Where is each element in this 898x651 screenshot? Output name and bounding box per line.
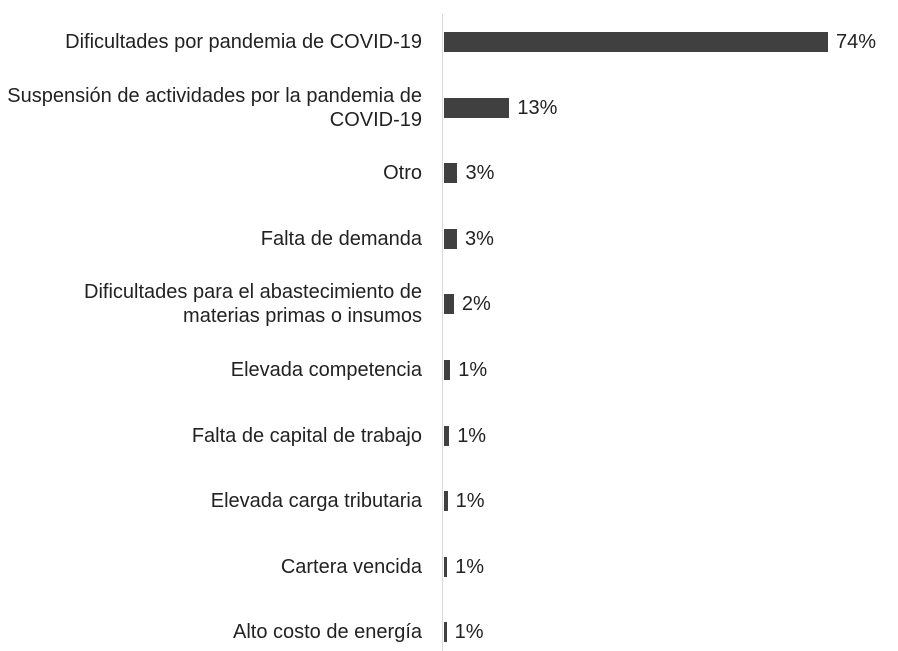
bar (444, 425, 450, 446)
bar (444, 360, 451, 380)
category-label: Suspensión de actividades por la pandemi… (7, 84, 422, 131)
bar (444, 294, 454, 315)
value-label: 1% (457, 424, 487, 447)
value-label: 13% (517, 96, 558, 119)
bar (444, 97, 510, 118)
value-label: 3% (465, 162, 495, 185)
value-label: 1% (455, 555, 485, 578)
value-label: 1% (454, 621, 484, 644)
category-label: Falta de capital de trabajo (191, 424, 422, 447)
bar (444, 32, 828, 52)
value-label: 2% (461, 293, 491, 316)
bar (444, 622, 447, 643)
axis-line (442, 14, 443, 651)
category-label: Elevada competencia (230, 359, 422, 381)
bar (444, 491, 448, 512)
value-label: 1% (458, 359, 488, 381)
bar (444, 556, 448, 577)
bar (444, 228, 457, 249)
value-label: 74% (836, 31, 877, 53)
value-label: 3% (464, 227, 494, 250)
bar (444, 163, 458, 184)
category-label: Elevada carga tributaria (210, 490, 422, 513)
category-label: Dificultades para el abastecimiento de m… (84, 281, 422, 328)
category-label: Otro (383, 162, 422, 185)
category-label: Falta de demanda (260, 227, 422, 250)
value-label: 1% (455, 490, 485, 513)
category-label: Cartera vencida (280, 555, 422, 578)
category-label: Alto costo de energía (232, 621, 422, 644)
category-label: Dificultades por pandemia de COVID-19 (65, 31, 422, 53)
